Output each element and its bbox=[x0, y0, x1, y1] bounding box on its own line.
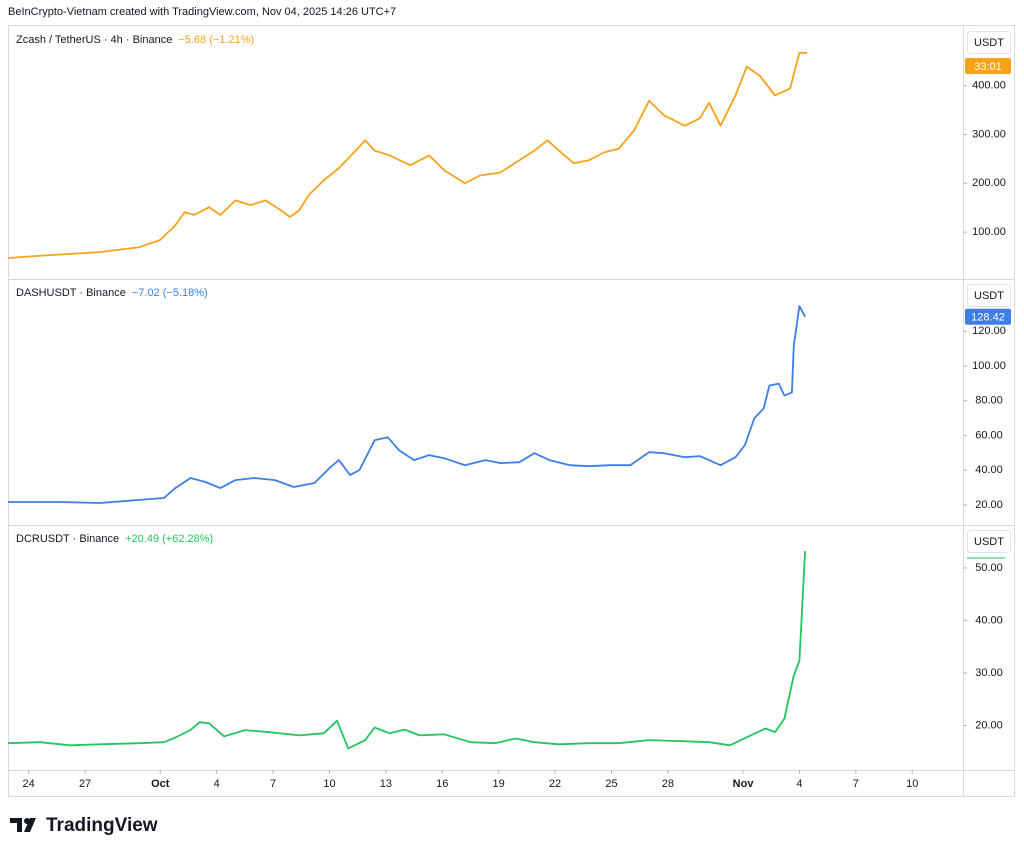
x-tick-label: 10 bbox=[906, 778, 918, 790]
y-tick-label: 400.00 bbox=[972, 80, 1006, 92]
y-tick-label: 40.00 bbox=[975, 464, 1003, 476]
logo: TradingView bbox=[10, 815, 158, 836]
y-tick-label: 300.00 bbox=[972, 128, 1006, 140]
pane-change: +20.49 (+62.28%) bbox=[125, 533, 213, 545]
y-tick-label: 100.00 bbox=[972, 360, 1006, 372]
x-tick-label: 13 bbox=[380, 778, 392, 790]
y-tick-label: 20.00 bbox=[975, 499, 1003, 511]
price-tag-box bbox=[965, 308, 1011, 325]
x-tick-label: 28 bbox=[662, 778, 674, 790]
axis-unit: USDT bbox=[974, 290, 1004, 302]
x-tick-label: 10 bbox=[323, 778, 335, 790]
price-line bbox=[7, 551, 806, 750]
price-tag-box bbox=[965, 58, 1011, 74]
x-tick-label: Nov bbox=[733, 778, 755, 790]
price-tag: 128.42 bbox=[971, 312, 1005, 324]
x-tick-label: 16 bbox=[436, 778, 448, 790]
logo-dot bbox=[24, 818, 30, 824]
price-line bbox=[8, 305, 806, 504]
y-tick-label: 60.00 bbox=[975, 429, 1003, 441]
pane-change: −5.68 (−1.21%) bbox=[178, 34, 254, 46]
y-tick-label: 50.00 bbox=[975, 562, 1003, 574]
axis-unit: USDT bbox=[974, 536, 1004, 548]
pane-title: DCRUSDT · Binance bbox=[16, 533, 119, 545]
pane-change: −7.02 (−5.18%) bbox=[132, 287, 208, 299]
y-tick-label: 120.00 bbox=[972, 325, 1006, 337]
axis-unit: USDT bbox=[974, 37, 1004, 49]
y-tick-label: 100.00 bbox=[972, 226, 1006, 238]
axis-unit-box bbox=[967, 284, 1011, 307]
y-tick-label: 80.00 bbox=[975, 395, 1003, 407]
y-tick-label: 20.00 bbox=[975, 719, 1003, 731]
pane-title: Zcash / TetherUS · 4h · Binance bbox=[16, 34, 172, 46]
pane-title: DASHUSDT · Binance bbox=[16, 287, 126, 299]
logo-text: TradingView bbox=[46, 815, 158, 836]
x-tick-label: 4 bbox=[214, 778, 220, 790]
frame bbox=[8, 25, 1015, 797]
y-tick-label: 40.00 bbox=[975, 614, 1003, 626]
y-tick-label: 200.00 bbox=[972, 177, 1006, 189]
x-tick-label: 7 bbox=[853, 778, 859, 790]
x-tick-label: 4 bbox=[796, 778, 802, 790]
x-tick-label: 27 bbox=[79, 778, 91, 790]
axis-unit-box bbox=[967, 31, 1011, 54]
x-tick-label: 19 bbox=[493, 778, 505, 790]
x-tick-label: 25 bbox=[605, 778, 617, 790]
header: BeInCrypto-Vietnam created with TradingV… bbox=[8, 6, 396, 18]
x-tick-label: Oct bbox=[151, 778, 170, 790]
x-tick-label: 22 bbox=[549, 778, 561, 790]
logo-icon bbox=[10, 818, 36, 832]
price-tag: 33:01 bbox=[974, 61, 1002, 73]
x-tick-label: 7 bbox=[270, 778, 276, 790]
y-tick-label: 30.00 bbox=[975, 667, 1003, 679]
price-line bbox=[7, 52, 807, 259]
axis-unit-box bbox=[967, 530, 1011, 553]
x-tick-label: 24 bbox=[23, 778, 35, 790]
